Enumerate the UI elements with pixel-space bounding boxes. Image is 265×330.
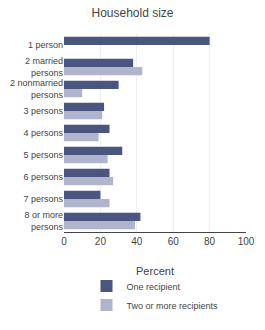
svg-text:80: 80: [204, 236, 216, 247]
svg-text:One recipient: One recipient: [127, 282, 181, 292]
svg-text:40: 40: [131, 236, 143, 247]
svg-text:5 persons: 5 persons: [23, 150, 63, 160]
svg-text:8 or morepersons: 8 or morepersons: [24, 210, 63, 232]
svg-text:0: 0: [61, 236, 67, 247]
svg-text:20: 20: [95, 236, 107, 247]
svg-text:Household size: Household size: [91, 6, 173, 20]
svg-text:60: 60: [168, 236, 180, 247]
svg-text:7 persons: 7 persons: [23, 194, 63, 204]
svg-text:2 nonmarriedpersons: 2 nonmarriedpersons: [10, 78, 64, 100]
svg-text:100: 100: [238, 236, 255, 247]
svg-text:4 persons: 4 persons: [23, 128, 63, 138]
svg-text:Two or more recipients: Two or more recipients: [127, 301, 219, 311]
svg-text:6 persons: 6 persons: [23, 172, 63, 182]
svg-text:2 marriedpersons: 2 marriedpersons: [25, 56, 64, 78]
svg-text:1 person: 1 person: [28, 40, 63, 50]
svg-text:Percent: Percent: [136, 265, 174, 277]
svg-text:3 persons: 3 persons: [23, 106, 63, 116]
